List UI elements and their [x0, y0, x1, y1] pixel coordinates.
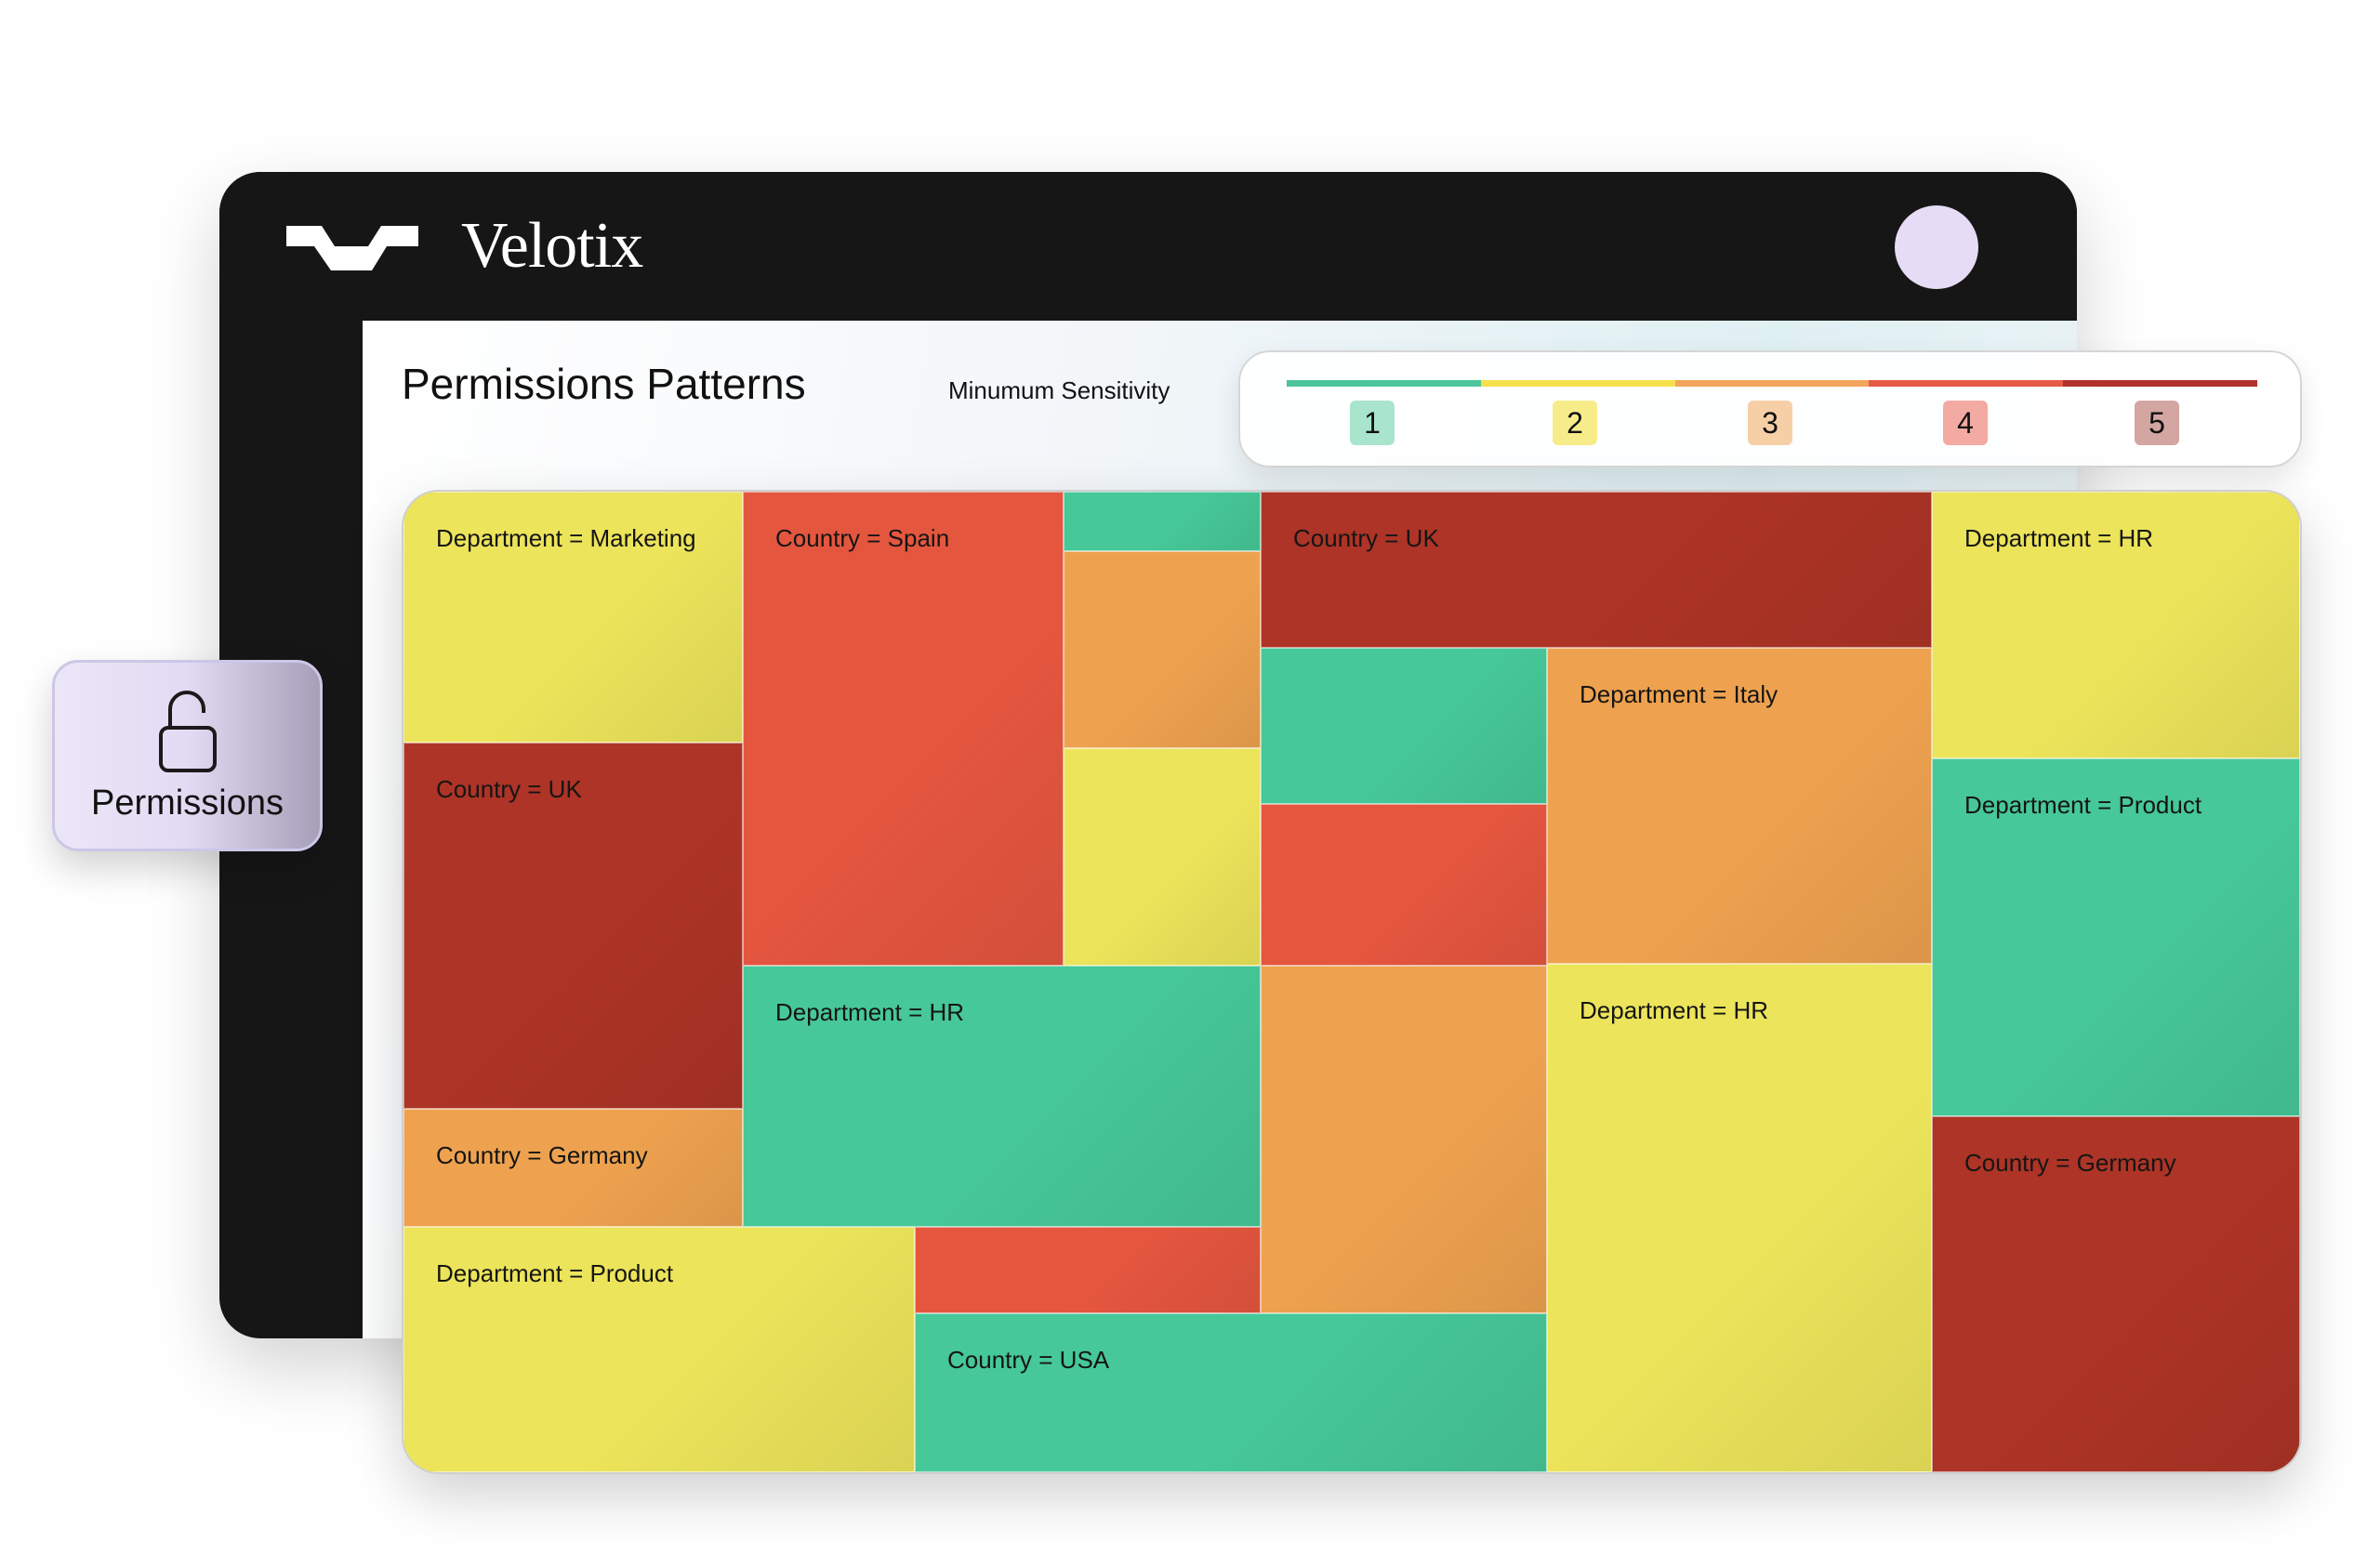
sensitivity-level-2-button[interactable]: 2	[1553, 401, 1597, 445]
treemap-tile[interactable]	[1064, 551, 1261, 748]
brand-name: Velotix	[461, 210, 643, 282]
minimum-sensitivity-label: Minumum Sensitivity	[948, 376, 1170, 404]
treemap-tile[interactable]: Department = Marketing	[403, 492, 743, 743]
scale-segment-3	[1674, 380, 1870, 387]
tile-label: Country = UK	[436, 775, 582, 803]
treemap-tile[interactable]: Department = Italy	[1547, 648, 1932, 964]
treemap-tile[interactable]: Country = USA	[915, 1313, 1547, 1472]
sensitivity-legend: 1 2 3 4 5	[1238, 350, 2302, 468]
tile-label: Department = HR	[1964, 524, 2154, 552]
sensitivity-level-4-button[interactable]: 4	[1943, 401, 1988, 445]
treemap-tile[interactable]: Country = Germany	[1932, 1116, 2300, 1472]
tile-label: Department = Product	[1964, 791, 2202, 819]
treemap-tile[interactable]: Country = UK	[403, 743, 743, 1109]
top-bar: Velotix	[219, 172, 2077, 321]
sensitivity-scale-bar	[1287, 380, 2257, 387]
treemap-tile[interactable]	[1261, 648, 1547, 804]
page-title: Permissions Patterns	[402, 360, 806, 408]
scale-segment-5	[2063, 380, 2257, 387]
user-avatar[interactable]	[1895, 205, 1978, 289]
treemap-tile[interactable]: Department = Product	[1932, 758, 2300, 1116]
tile-label: Department = HR	[775, 998, 965, 1026]
treemap-tile[interactable]	[1261, 804, 1547, 966]
treemap-tile[interactable]	[1064, 492, 1261, 551]
treemap-tile[interactable]	[1064, 748, 1261, 966]
scale-segment-1	[1287, 380, 1481, 387]
treemap-tile[interactable]: Department = HR	[1547, 964, 1932, 1472]
tile-label: Department = HR	[1580, 996, 1769, 1024]
sensitivity-level-5-button[interactable]: 5	[2135, 401, 2179, 445]
scale-segment-2	[1480, 380, 1675, 387]
tile-label: Department = Italy	[1580, 680, 1778, 708]
treemap-tile[interactable]: Department = HR	[743, 966, 1261, 1227]
treemap-tile[interactable]	[915, 1227, 1261, 1313]
permissions-treemap: Department = Marketing Country = UK Coun…	[402, 490, 2302, 1474]
unlocked-padlock-icon	[159, 691, 217, 772]
tile-label: Country = USA	[947, 1346, 1110, 1374]
treemap-tile[interactable]: Department = HR	[1932, 492, 2300, 758]
tile-label: Department = Marketing	[436, 524, 696, 552]
tile-label: Country = Germany	[1964, 1149, 2176, 1177]
tile-label: Country = UK	[1293, 524, 1439, 552]
treemap-tile[interactable]	[1261, 966, 1547, 1313]
tile-label: Department = Product	[436, 1259, 674, 1287]
treemap-tile[interactable]: Country = Spain	[743, 492, 1064, 966]
treemap-tile[interactable]: Country = UK	[1261, 492, 1932, 648]
treemap-tile[interactable]: Department = Product	[403, 1227, 915, 1472]
permissions-label: Permissions	[91, 784, 284, 823]
treemap-tile[interactable]: Country = Germany	[403, 1109, 743, 1227]
sensitivity-level-3-button[interactable]: 3	[1748, 401, 1792, 445]
sensitivity-level-1-button[interactable]: 1	[1350, 401, 1395, 445]
scale-segment-4	[1869, 380, 2064, 387]
velotix-logo-icon	[286, 226, 418, 270]
tile-label: Country = Germany	[436, 1141, 648, 1169]
tile-label: Country = Spain	[775, 524, 950, 552]
permissions-card[interactable]: Permissions	[52, 660, 323, 851]
